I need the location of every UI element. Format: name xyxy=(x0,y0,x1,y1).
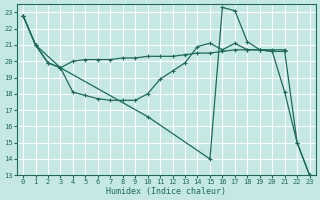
X-axis label: Humidex (Indice chaleur): Humidex (Indice chaleur) xyxy=(106,187,226,196)
